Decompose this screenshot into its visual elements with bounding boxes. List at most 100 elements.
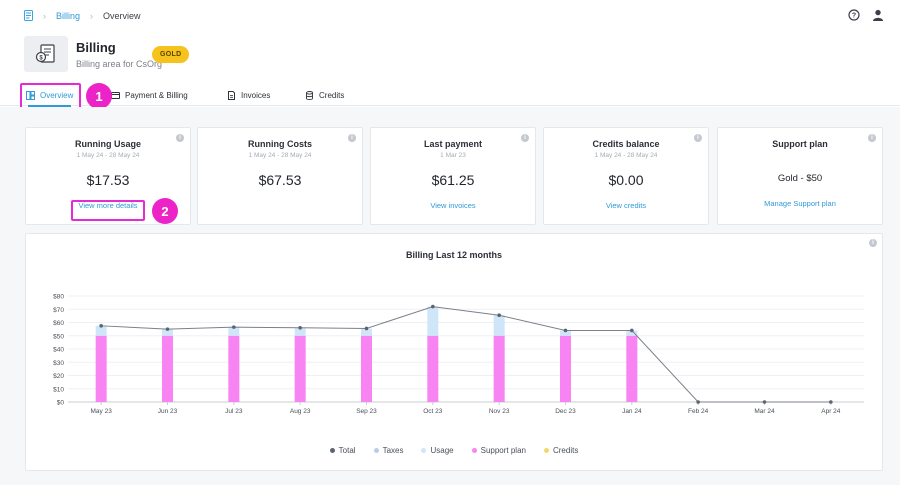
bar-support-plan — [162, 335, 173, 402]
legend-dot — [543, 448, 549, 453]
info-icon[interactable]: i — [694, 134, 702, 142]
billing-app-icon: $ — [24, 36, 68, 72]
info-icon[interactable]: i — [176, 134, 184, 142]
bar-support-plan — [493, 335, 505, 402]
receipt-icon: $ — [35, 44, 55, 63]
bar-usage — [95, 325, 107, 336]
bar-usage — [361, 328, 372, 336]
view-credits-link[interactable]: View credits — [605, 201, 647, 210]
legend-label: Total — [338, 446, 356, 455]
legend-dot — [373, 448, 379, 453]
x-tick-label: Sep 23 — [356, 408, 377, 415]
chart-title: Billing Last 12 months — [405, 250, 502, 260]
card-date: 1 May 24 - 28 May 24 — [594, 152, 658, 159]
bar-usage — [626, 330, 638, 336]
bar-support-plan — [228, 335, 240, 402]
x-tick-label: Apr 24 — [821, 408, 841, 415]
card-date: 1 May 24 - 28 May 24 — [248, 152, 312, 159]
legend-dot — [471, 448, 477, 453]
document-icon[interactable] — [24, 10, 33, 21]
x-tick-label: Dec 23 — [555, 408, 576, 415]
legend-dot — [421, 448, 427, 453]
legend-dot — [329, 448, 335, 453]
total-line — [101, 306, 831, 403]
bar-support-plan — [560, 335, 571, 402]
card-title: Last payment — [423, 139, 483, 149]
legend-item-usage[interactable]: Usage — [421, 446, 454, 455]
legend-label: Usage — [430, 446, 454, 455]
bar-usage — [427, 306, 439, 336]
tab-label: Invoices — [241, 90, 271, 100]
plan-badge: GOLD — [152, 46, 190, 63]
x-tick-label: Nov 23 — [489, 408, 510, 415]
card-title: Credits balance — [592, 139, 660, 149]
invoice-icon — [228, 90, 235, 100]
legend-item-total[interactable]: Total — [329, 446, 356, 455]
card-value: $67.53 — [258, 172, 302, 188]
card-date: 1 May 24 - 28 May 24 — [76, 152, 140, 159]
x-tick-label: Jan 24 — [622, 408, 642, 415]
tab-overview[interactable]: Overview — [26, 84, 74, 107]
legend-label: Taxes — [382, 446, 404, 455]
card-title: Support plan — [772, 139, 828, 149]
view-more-details-link[interactable]: View more details — [78, 201, 138, 210]
bar-support-plan — [95, 335, 107, 402]
card-credits-balance: i Credits balance 1 May 24 - 28 May 24 $… — [543, 127, 709, 225]
y-tick-label: $0 — [57, 400, 65, 407]
x-tick-label: May 23 — [91, 408, 113, 415]
info-icon[interactable]: i — [348, 134, 356, 142]
total-point — [298, 326, 302, 330]
credit-card-icon — [111, 91, 120, 99]
callout-badge-1: 1 — [86, 83, 112, 109]
user-icon[interactable] — [872, 9, 884, 21]
bar-support-plan — [294, 335, 306, 402]
card-value: $17.53 — [86, 172, 130, 188]
legend-item-support-plan[interactable]: Support plan — [471, 446, 526, 455]
tab-credits[interactable]: Credits — [305, 84, 344, 106]
card-date — [718, 152, 882, 160]
breadcrumb: › Billing › Overview — [24, 10, 141, 21]
tab-label: Payment & Billing — [125, 90, 188, 100]
page-title: Billing — [76, 39, 116, 55]
tab-invoices[interactable]: Invoices — [227, 84, 270, 106]
total-point — [762, 400, 767, 404]
tab-label: Overview — [40, 90, 74, 100]
chevron-right-icon: › — [90, 10, 94, 21]
content-area: i Running Usage 1 May 24 - 28 May 24 $17… — [0, 107, 900, 485]
total-point — [829, 400, 833, 404]
total-point — [364, 326, 369, 331]
legend-item-credits[interactable]: Credits — [543, 446, 578, 455]
view-invoices-link[interactable]: View invoices — [430, 201, 476, 210]
tab-payment-billing[interactable]: Payment & Billing — [111, 84, 188, 106]
breadcrumb-billing-link[interactable]: Billing — [56, 10, 81, 21]
coins-icon — [306, 90, 313, 100]
info-icon[interactable]: i — [521, 134, 529, 142]
chart-legend: Total Taxes Usage Support plan Credits — [26, 446, 882, 455]
info-icon[interactable]: i — [869, 239, 877, 247]
card-support-plan: i Support plan Gold - $50 Manage Support… — [717, 127, 883, 225]
legend-label: Support plan — [480, 446, 526, 455]
total-point — [497, 313, 501, 318]
card-running-costs: i Running Costs 1 May 24 - 28 May 24 $67… — [197, 127, 363, 225]
y-tick-label: $50 — [53, 333, 64, 340]
top-bar: › Billing › Overview ? — [0, 0, 900, 32]
x-tick-label: Feb 24 — [688, 408, 709, 415]
help-icon[interactable]: ? — [848, 9, 860, 21]
x-tick-label: Mar 24 — [754, 408, 775, 415]
card-running-usage: i Running Usage 1 May 24 - 28 May 24 $17… — [25, 127, 191, 225]
bar-support-plan — [427, 335, 439, 402]
svg-text:?: ? — [852, 13, 856, 20]
card-title: Running Usage — [74, 139, 141, 149]
total-point — [696, 400, 700, 404]
info-icon[interactable]: i — [868, 134, 876, 142]
total-point — [165, 327, 170, 331]
bar-usage — [493, 315, 505, 336]
y-tick-label: $80 — [53, 294, 64, 301]
bar-support-plan — [361, 335, 372, 402]
x-tick-label: Aug 23 — [290, 408, 311, 415]
breadcrumb-current: Overview — [103, 10, 141, 21]
page-header: $ Billing Billing area for CsOrg — [24, 36, 162, 72]
legend-item-taxes[interactable]: Taxes — [373, 446, 404, 455]
tab-label: Credits — [319, 90, 345, 100]
manage-support-plan-link[interactable]: Manage Support plan — [764, 199, 836, 208]
